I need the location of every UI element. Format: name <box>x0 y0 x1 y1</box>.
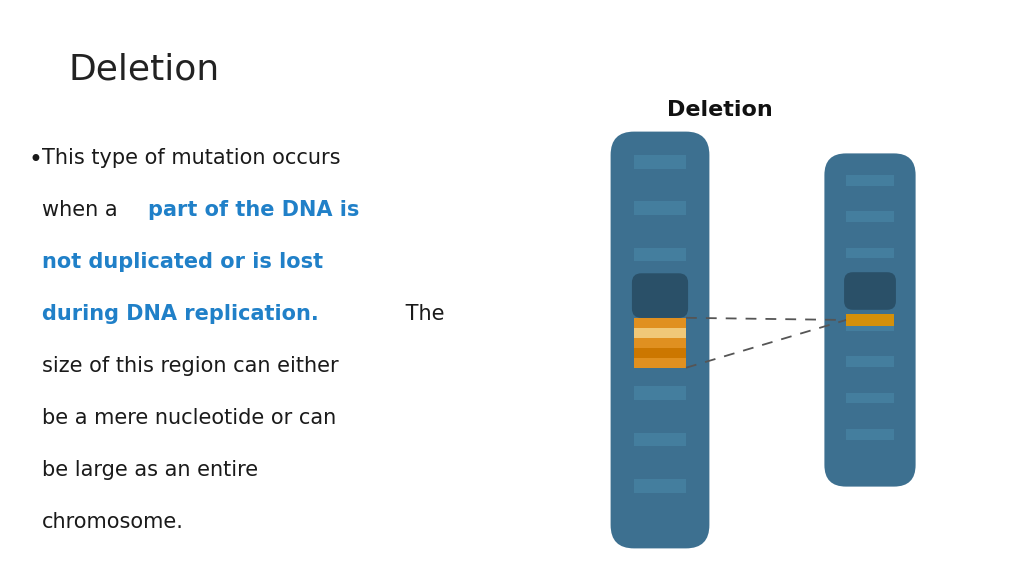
Bar <box>634 348 686 358</box>
Bar <box>634 328 686 338</box>
Text: chromosome.: chromosome. <box>42 512 184 532</box>
Bar <box>634 247 686 261</box>
FancyBboxPatch shape <box>844 272 896 310</box>
Bar <box>634 294 686 308</box>
Text: when a: when a <box>42 200 124 220</box>
Text: part of the DNA is: part of the DNA is <box>148 200 359 220</box>
FancyBboxPatch shape <box>824 153 915 487</box>
Bar <box>634 340 686 354</box>
Bar <box>634 432 686 447</box>
Bar <box>846 393 894 404</box>
Bar <box>634 338 686 348</box>
Bar <box>846 211 894 222</box>
Bar <box>634 358 686 368</box>
Text: be large as an entire: be large as an entire <box>42 460 258 480</box>
Bar <box>846 429 894 440</box>
Bar <box>634 155 686 169</box>
Bar <box>846 314 894 326</box>
FancyBboxPatch shape <box>632 273 688 318</box>
Bar <box>846 356 894 367</box>
Text: •: • <box>28 148 42 172</box>
Text: Deletion: Deletion <box>667 100 773 120</box>
Text: be a mere nucleotide or can: be a mere nucleotide or can <box>42 408 336 428</box>
Bar <box>634 318 686 328</box>
FancyBboxPatch shape <box>610 131 710 548</box>
Bar <box>846 320 894 331</box>
Bar <box>634 386 686 400</box>
Bar <box>846 175 894 186</box>
Bar <box>846 247 894 258</box>
Bar <box>634 479 686 492</box>
Text: The: The <box>399 304 444 324</box>
Text: size of this region can either: size of this region can either <box>42 356 339 376</box>
Text: during DNA replication.: during DNA replication. <box>42 304 318 324</box>
Bar <box>634 201 686 215</box>
Text: This type of mutation occurs: This type of mutation occurs <box>42 148 341 168</box>
Text: Deletion: Deletion <box>68 52 219 86</box>
Text: not duplicated or is lost: not duplicated or is lost <box>42 252 324 272</box>
Bar <box>846 284 894 294</box>
